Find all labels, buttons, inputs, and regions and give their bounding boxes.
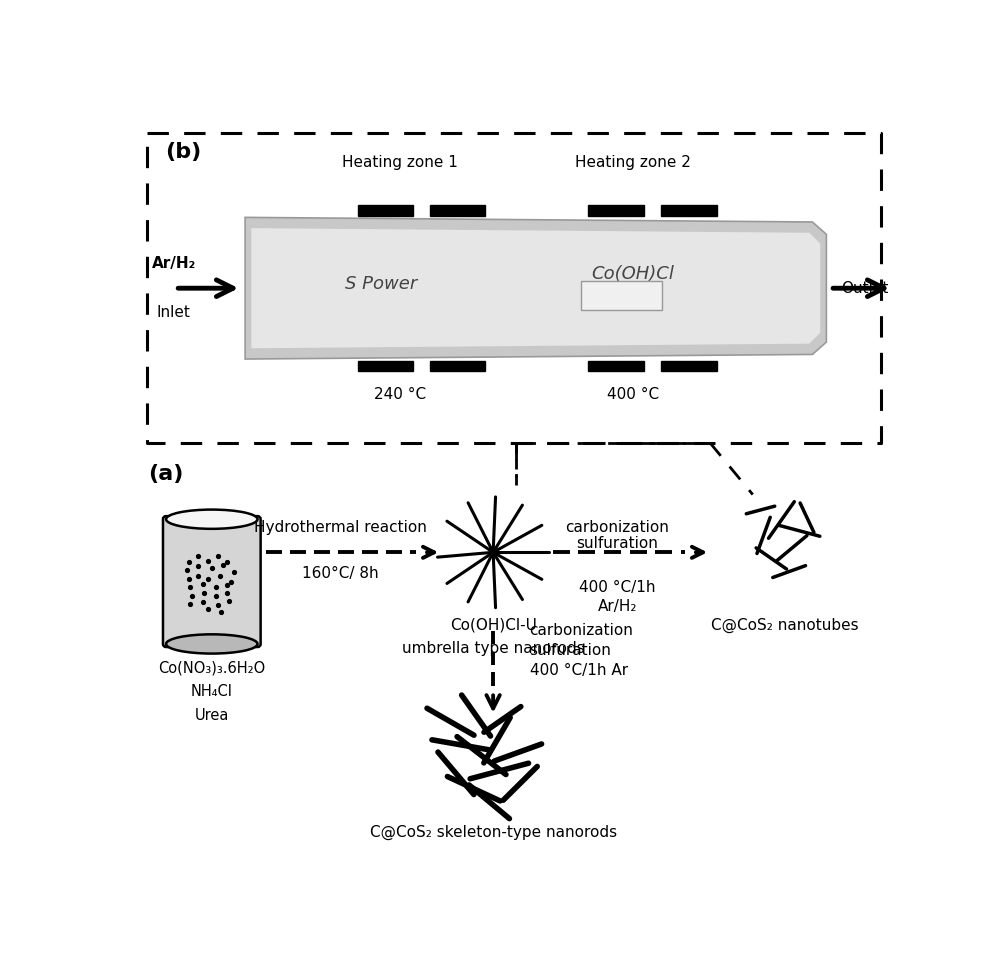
Bar bbox=[358, 205, 413, 216]
Text: 240 °C: 240 °C bbox=[374, 387, 426, 401]
Text: 400 °C: 400 °C bbox=[607, 387, 659, 401]
Text: umbrella type nanorods: umbrella type nanorods bbox=[402, 641, 584, 656]
Text: carbonization: carbonization bbox=[565, 520, 669, 536]
Text: 400 °C/1h Ar: 400 °C/1h Ar bbox=[530, 663, 628, 678]
Bar bbox=[588, 205, 644, 216]
Polygon shape bbox=[245, 217, 826, 359]
Text: Outlet: Outlet bbox=[841, 281, 889, 296]
Bar bbox=[430, 205, 485, 216]
FancyBboxPatch shape bbox=[163, 516, 261, 647]
Bar bbox=[588, 360, 644, 372]
Text: Heating zone 1: Heating zone 1 bbox=[342, 154, 458, 170]
Text: Inlet: Inlet bbox=[157, 306, 191, 320]
Text: C@CoS₂ skeleton-type nanorods: C@CoS₂ skeleton-type nanorods bbox=[370, 825, 617, 840]
Text: sulfuration: sulfuration bbox=[530, 643, 611, 658]
Text: Co(NO₃)₃.6H₂O
NH₄Cl
Urea: Co(NO₃)₃.6H₂O NH₄Cl Urea bbox=[158, 661, 265, 722]
Text: 160°C/ 8h: 160°C/ 8h bbox=[302, 566, 379, 582]
Bar bbox=[661, 360, 717, 372]
Text: S Power: S Power bbox=[345, 275, 417, 293]
Text: Heating zone 2: Heating zone 2 bbox=[575, 154, 691, 170]
Ellipse shape bbox=[166, 510, 258, 529]
Bar bbox=[358, 360, 413, 372]
Text: Co(OH)Cl-U: Co(OH)Cl-U bbox=[450, 618, 537, 633]
Text: (b): (b) bbox=[165, 142, 202, 162]
Polygon shape bbox=[251, 228, 820, 349]
Text: carbonization: carbonization bbox=[530, 623, 633, 638]
Text: Ar/H₂: Ar/H₂ bbox=[152, 257, 196, 271]
Bar bbox=[661, 205, 717, 216]
Text: 400 °C/1h: 400 °C/1h bbox=[579, 580, 655, 595]
Text: sulfuration: sulfuration bbox=[576, 536, 658, 551]
Text: Hydrothermal reaction: Hydrothermal reaction bbox=[254, 520, 427, 536]
Bar bbox=[430, 360, 485, 372]
Ellipse shape bbox=[166, 634, 258, 653]
Text: (a): (a) bbox=[148, 464, 184, 484]
Text: C@CoS₂ nanotubes: C@CoS₂ nanotubes bbox=[711, 618, 859, 633]
Text: Ar/H₂: Ar/H₂ bbox=[597, 599, 637, 613]
Bar bbox=[581, 281, 662, 309]
Text: Co(OH)Cl: Co(OH)Cl bbox=[591, 265, 674, 284]
